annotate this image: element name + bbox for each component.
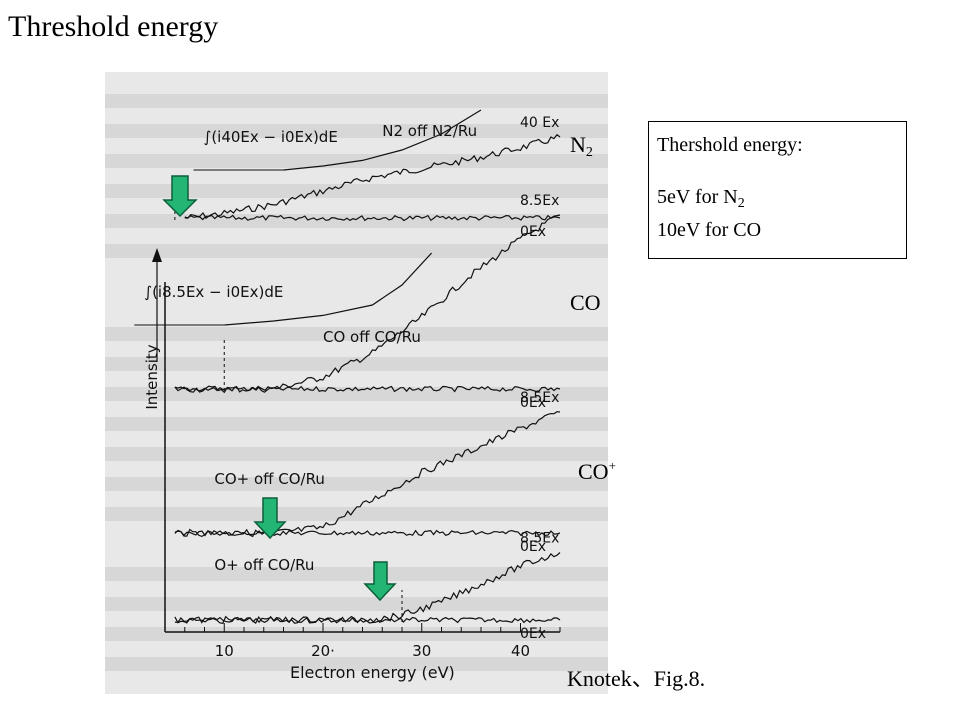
integral-label: ∫(i40Ex − i0Ex)dE (204, 128, 338, 146)
series-label: 0Ex (520, 539, 546, 555)
trace-3-series-2 (174, 529, 561, 537)
scan-ghost-text (105, 357, 608, 371)
x-tick-label: 30 (412, 642, 431, 660)
intensity-arrow-head (152, 248, 162, 262)
x-tick-label: 10 (215, 642, 234, 660)
series-label: 8.5Ex (520, 531, 559, 547)
scan-ghost-text (105, 244, 608, 258)
series-label: 8.5Ex (520, 193, 559, 209)
panel-title: N2 off N2/Ru (382, 122, 477, 140)
x-tick-label: 20· (311, 642, 335, 660)
scan-ghost-text (105, 327, 608, 341)
scan-ghost-text (105, 657, 608, 671)
scan-ghost-text (105, 94, 608, 108)
info-line-co: 10eV for CO (657, 219, 762, 241)
panel-title: CO off CO/Ru (323, 328, 421, 346)
label-co-plus: CO+ (578, 458, 616, 484)
integral-curve (283, 109, 482, 171)
series-label: 40 Ex (520, 115, 559, 131)
panel-title: O+ off CO/Ru (214, 556, 314, 574)
y-axis-title: Intensity (143, 344, 161, 409)
scan-ghost-text (105, 184, 608, 198)
scan-ghost-text (105, 507, 608, 521)
trace-1-series-1 (184, 133, 561, 220)
scan-ghost-text (105, 477, 608, 491)
panel-title: CO+ off CO/Ru (214, 470, 325, 488)
slide-title: Threshold energy (8, 10, 219, 43)
scan-ghost-text (105, 417, 608, 431)
series-label: 0Ex (520, 626, 546, 642)
integral-label: ∫(i8.5Ex − i0Ex)dE (144, 283, 283, 301)
integral-curve (224, 252, 433, 326)
trace-4-series-2 (174, 616, 561, 624)
scan-ghost-text (105, 124, 608, 138)
series-label: 0Ex (520, 395, 546, 411)
trace-2-series-1 (174, 214, 561, 394)
trace-1-series-2 (184, 214, 561, 222)
info-line-n2: 5eV for N2 (657, 186, 745, 211)
threshold-info-box: Thershold energy: 5eV for N2 10eV for CO (648, 121, 907, 259)
x-tick-label: 40 (511, 642, 530, 660)
x-axis-title: Electron energy (eV) (290, 663, 455, 682)
label-co: CO (570, 290, 601, 315)
label-n2: N2 (570, 132, 593, 160)
scanned-figure: 10 20· 30 40 Electron energy (eV) Intensity 40… (105, 72, 608, 694)
trace-3-series-1 (174, 411, 561, 538)
figure-caption: Knotek、Fig.8. (567, 666, 706, 691)
info-heading: Thershold energy: (657, 134, 803, 156)
scan-ghost-text (105, 567, 608, 581)
intensity-chart: 10 20· 30 40 Electron energy (eV) Intensity 40… (134, 109, 561, 682)
scan-ghost-text (105, 447, 608, 461)
series-label: 8.5Ex (520, 390, 559, 406)
trace-2-series-2 (174, 385, 561, 393)
scan-ghost-text (105, 627, 608, 641)
scan-ghost-text (105, 597, 608, 611)
